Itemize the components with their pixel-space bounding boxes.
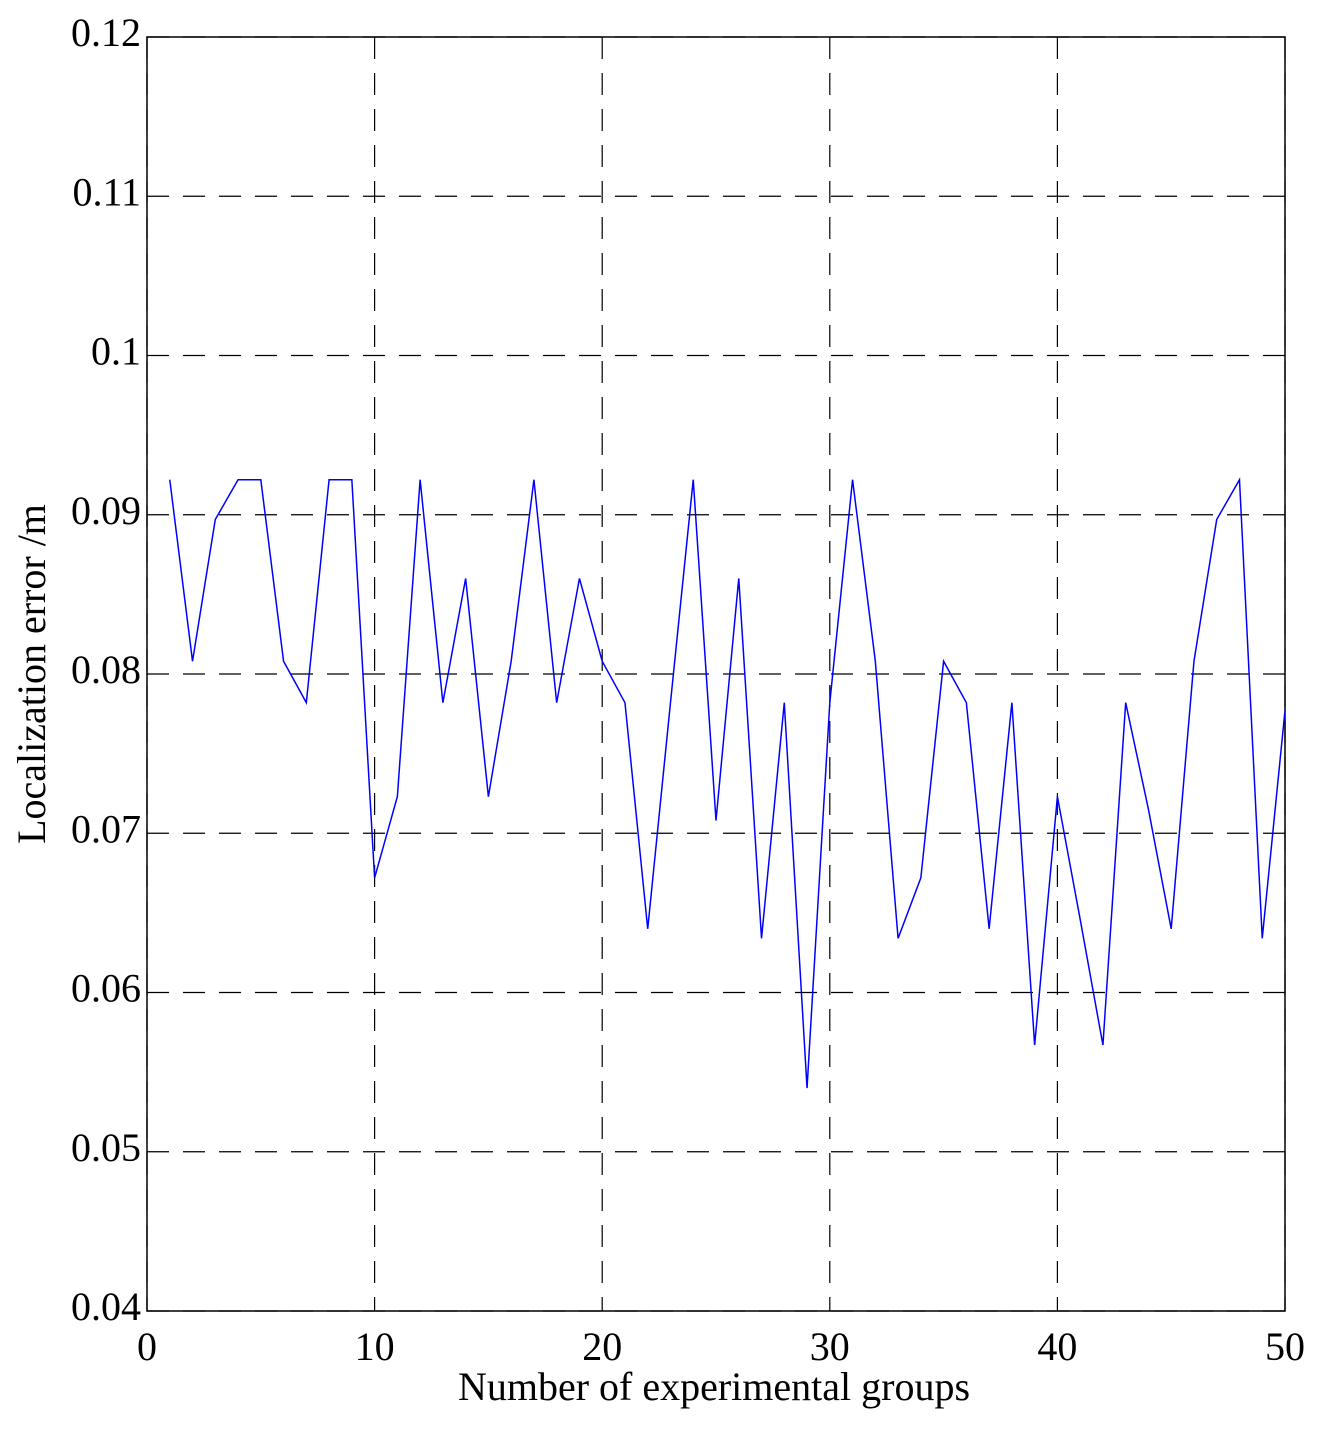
plot-frame bbox=[146, 36, 1286, 1312]
x-tick-label: 0 bbox=[137, 1324, 157, 1369]
y-tick-label: 0.08 bbox=[71, 647, 141, 692]
x-tick-label: 30 bbox=[810, 1324, 850, 1369]
y-tick-label: 0.06 bbox=[71, 966, 141, 1011]
x-tick-label: 10 bbox=[355, 1324, 395, 1369]
x-tick-label: 40 bbox=[1037, 1324, 1077, 1369]
y-tick-label: 0.07 bbox=[71, 806, 141, 851]
y-tick-label: 0.11 bbox=[72, 169, 141, 214]
x-tick-label: 20 bbox=[582, 1324, 622, 1369]
y-axis-label: Localization error /m bbox=[9, 504, 54, 844]
data-line bbox=[169, 477, 1286, 1089]
y-tick-label: 0.12 bbox=[71, 10, 141, 55]
x-axis-label: Number of experimental groups bbox=[458, 1364, 970, 1409]
y-tick-label: 0.05 bbox=[71, 1125, 141, 1170]
x-tick-label: 50 bbox=[1265, 1324, 1305, 1369]
y-tick-label: 0.04 bbox=[71, 1284, 141, 1329]
y-tick-label: 0.1 bbox=[91, 329, 141, 374]
y-tick-label: 0.09 bbox=[71, 488, 141, 533]
